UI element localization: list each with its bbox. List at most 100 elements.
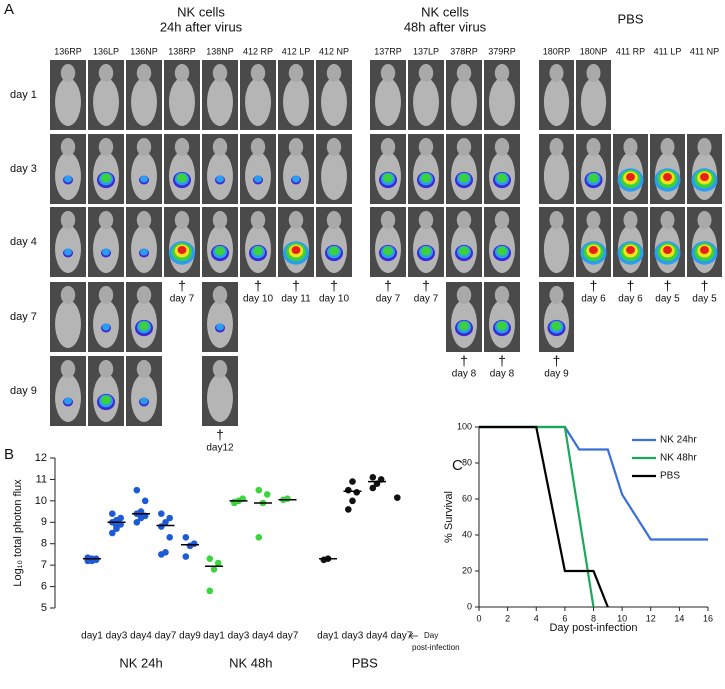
mouse-body	[413, 78, 439, 126]
mouse-head	[98, 138, 114, 156]
dagger: †	[590, 278, 598, 294]
mouse-head	[418, 211, 434, 229]
x-tick-label: 14	[674, 613, 684, 623]
mouse-head	[418, 138, 434, 156]
group-subtitle: 48h after virus	[404, 19, 487, 34]
column-label: 136LP	[93, 46, 119, 56]
data-point	[345, 506, 352, 513]
mouse-body	[543, 78, 570, 126]
mouse-head	[212, 360, 228, 378]
mouse-head	[136, 211, 152, 229]
y-tick-label: 60	[462, 493, 472, 503]
data-point	[349, 497, 356, 505]
data-point	[182, 533, 190, 541]
column-label: 411 LP	[654, 46, 682, 56]
mouse-head	[98, 286, 114, 304]
x-tick-label: day1	[81, 631, 103, 642]
signal	[663, 246, 672, 254]
signal	[140, 248, 148, 256]
mouse-head	[623, 211, 638, 229]
mouse-head	[174, 138, 190, 156]
dagger: †	[553, 353, 561, 369]
mouse-head	[326, 211, 342, 229]
mouse-head	[660, 211, 675, 229]
mouse-head	[98, 360, 114, 378]
death-day: day 7	[376, 294, 401, 305]
mouse-head	[60, 360, 76, 378]
x-tick-label: day1	[317, 631, 339, 642]
mouse-head	[136, 138, 152, 156]
signal	[64, 397, 72, 405]
column-label: 379RP	[488, 46, 516, 56]
panel-label: C	[452, 457, 463, 474]
mouse-head	[494, 211, 510, 229]
data-point	[210, 566, 218, 573]
mouse-body	[321, 152, 347, 200]
mouse-body	[55, 300, 81, 348]
data-point	[394, 494, 401, 501]
data-point	[182, 553, 190, 560]
data-point	[133, 486, 141, 494]
x-tick-label: day3	[228, 631, 250, 642]
signal	[458, 246, 470, 256]
column-label: 412 LP	[282, 46, 311, 56]
data-point	[109, 510, 116, 518]
x-tick-label: 8	[591, 613, 596, 623]
mouse-head	[250, 138, 266, 156]
y-tick-label: 12	[35, 452, 47, 464]
data-point	[345, 486, 352, 494]
legend-label: NK 24hr	[660, 435, 697, 446]
dagger: †	[216, 427, 224, 443]
dagger: †	[254, 278, 262, 294]
signal	[252, 246, 264, 256]
x-tick-label: day7	[155, 631, 177, 642]
mouse-body	[131, 78, 157, 126]
mouse-head	[456, 64, 472, 82]
y-axis-label: % Survival	[443, 491, 455, 543]
y-tick-label: 20	[462, 565, 472, 575]
signal	[496, 246, 508, 256]
mouse-head	[60, 64, 76, 82]
signal	[588, 173, 599, 183]
mouse-head	[697, 211, 712, 229]
x-tick-label: 0	[476, 613, 481, 623]
legend-label: PBS	[660, 471, 680, 482]
mouse-head	[98, 64, 114, 82]
group-title: NK cells	[421, 4, 469, 19]
mouse-head	[623, 138, 638, 156]
signal	[177, 246, 187, 254]
mouse-head	[456, 286, 472, 304]
survival-line	[479, 425, 708, 541]
signal	[700, 173, 709, 181]
data-point	[162, 518, 169, 526]
mouse-head	[250, 64, 266, 82]
mouse-head	[549, 64, 564, 82]
y-tick-label: 9	[41, 516, 47, 528]
mouse-head	[212, 138, 228, 156]
data-point	[206, 555, 214, 563]
x-axis-label: Day post-infection	[549, 622, 637, 634]
column-label: 137LP	[413, 46, 439, 56]
signal	[102, 323, 110, 331]
x-tick-label: 4	[534, 613, 539, 623]
mouse-head	[549, 211, 564, 229]
row-label: day 1	[10, 89, 37, 101]
column-label: 412 NP	[319, 46, 349, 56]
y-tick-label: 10	[35, 495, 47, 507]
death-day: day 11	[281, 294, 311, 305]
mouse-head	[136, 64, 152, 82]
mouse-body	[543, 152, 570, 200]
signal	[551, 321, 562, 331]
signal	[700, 246, 709, 254]
dagger: †	[422, 278, 430, 294]
signal	[663, 173, 672, 181]
signal	[496, 321, 508, 331]
signal	[458, 173, 470, 183]
group-title: PBS	[617, 11, 643, 26]
mouse-body	[169, 78, 195, 126]
data-point	[162, 548, 169, 556]
dagger: †	[498, 353, 506, 369]
dagger: †	[664, 278, 672, 294]
mouse-head	[174, 211, 190, 229]
